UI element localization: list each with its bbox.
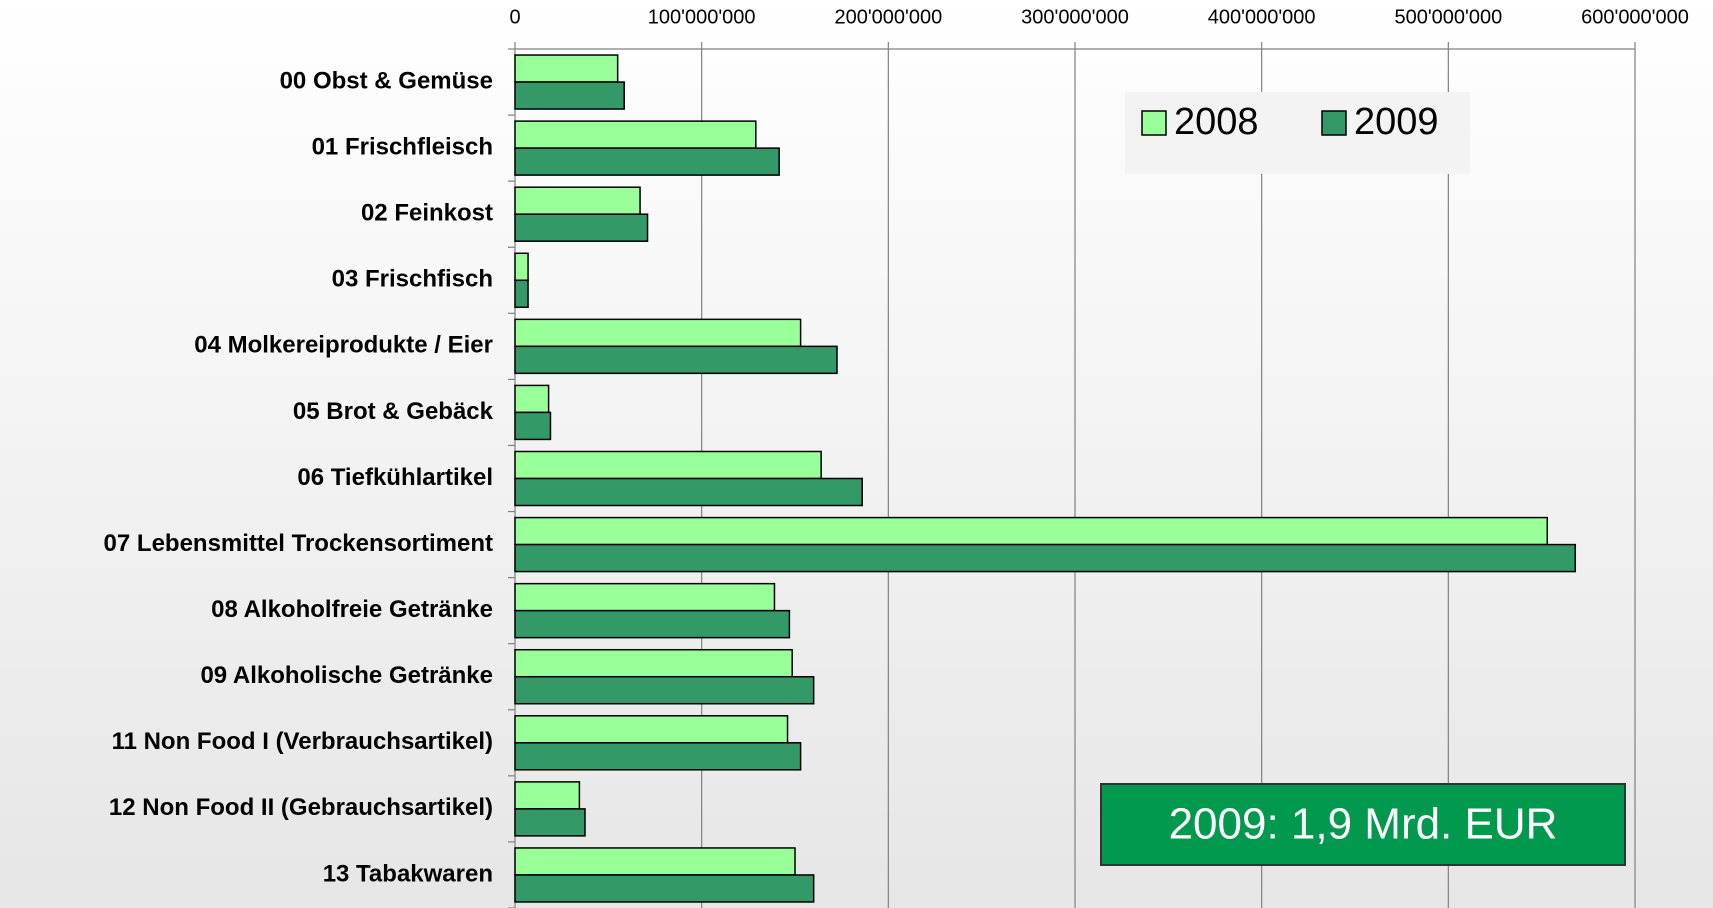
- bar: [514, 411, 552, 441]
- bar: [514, 609, 791, 639]
- bar: [514, 742, 802, 771]
- x-tick-label: 200'000'000: [834, 6, 942, 28]
- bar: [514, 516, 1549, 546]
- category-label: 09 Alkoholische Getränke: [200, 662, 493, 689]
- bar: [514, 318, 802, 348]
- bar: [514, 213, 649, 242]
- category-label: 08 Alkoholfreie Getränke: [211, 596, 493, 623]
- category-label: 05 Brot & Gebäck: [293, 398, 494, 425]
- legend-swatch: [1321, 110, 1347, 136]
- annotation: 2009: 1,9 Mrd. EUR: [1169, 800, 1558, 849]
- legend-background: [1125, 92, 1470, 174]
- legend-label: 2009: [1354, 101, 1439, 143]
- bar: [514, 54, 619, 83]
- bar: [514, 781, 581, 810]
- bar: [514, 543, 1577, 573]
- category-label: 11 Non Food I (Verbrauchsartikel): [112, 728, 493, 755]
- category-label: 01 Frischfleisch: [312, 133, 493, 160]
- bar: [514, 450, 822, 480]
- bar: [514, 648, 793, 678]
- bar: [514, 384, 550, 414]
- category-label: 13 Tabakwaren: [323, 860, 493, 887]
- bar: [514, 675, 815, 705]
- category-label: 00 Obst & Gemüse: [280, 67, 493, 94]
- x-tick-label: 300'000'000: [1021, 6, 1129, 28]
- bar: [514, 186, 641, 215]
- bar: [514, 120, 757, 149]
- x-tick-label: 100'000'000: [648, 6, 756, 28]
- bar: [514, 847, 796, 876]
- x-tick-label: 400'000'000: [1208, 6, 1316, 28]
- category-label: 02 Feinkost: [361, 200, 493, 227]
- bar: [514, 345, 838, 375]
- bar: [514, 252, 529, 282]
- bar: [514, 715, 789, 744]
- legend-swatch: [1141, 110, 1167, 136]
- x-tick-label: 0: [509, 6, 520, 28]
- bar: [514, 808, 586, 837]
- bar: [514, 477, 863, 507]
- category-label: 12 Non Food II (Gebrauchsartikel): [109, 794, 493, 821]
- bar: [514, 874, 815, 903]
- category-label: 06 Tiefkühlartikel: [297, 464, 493, 491]
- bar: [514, 582, 776, 612]
- legend-label: 2008: [1174, 101, 1259, 143]
- bar: [514, 279, 529, 309]
- category-label: 04 Molkereiprodukte / Eier: [194, 332, 493, 359]
- bar: [514, 147, 780, 176]
- x-tick-label: 500'000'000: [1394, 6, 1502, 28]
- x-tick-label: 600'000'000: [1581, 6, 1689, 28]
- bar: [514, 81, 625, 110]
- category-label: 03 Frischfisch: [332, 266, 493, 293]
- category-label: 07 Lebensmittel Trockensortiment: [104, 530, 493, 557]
- annotation-box: [1100, 783, 1626, 866]
